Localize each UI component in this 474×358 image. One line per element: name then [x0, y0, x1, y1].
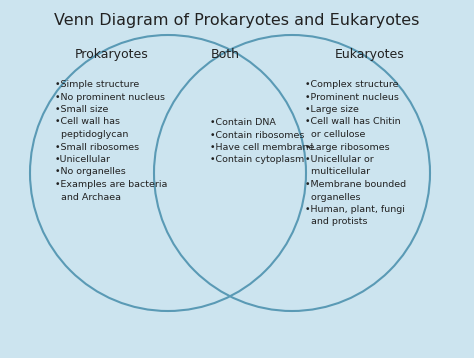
Text: Prokaryotes: Prokaryotes: [75, 48, 149, 61]
Text: Both: Both: [210, 48, 239, 61]
Text: •Simple structure
•No prominent nucleus
•Small size
•Cell wall has
  peptidoglyc: •Simple structure •No prominent nucleus …: [55, 80, 167, 202]
Text: Eukaryotes: Eukaryotes: [335, 48, 405, 61]
Text: Venn Diagram of Prokaryotes and Eukaryotes: Venn Diagram of Prokaryotes and Eukaryot…: [55, 13, 419, 28]
Text: •Contain DNA
•Contain ribosomes
•Have cell membrane
•Contain cytoplasm: •Contain DNA •Contain ribosomes •Have ce…: [210, 118, 314, 164]
Text: •Complex structure
•Prominent nucleus
•Large size
•Cell wall has Chitin
  or cel: •Complex structure •Prominent nucleus •L…: [305, 80, 406, 227]
